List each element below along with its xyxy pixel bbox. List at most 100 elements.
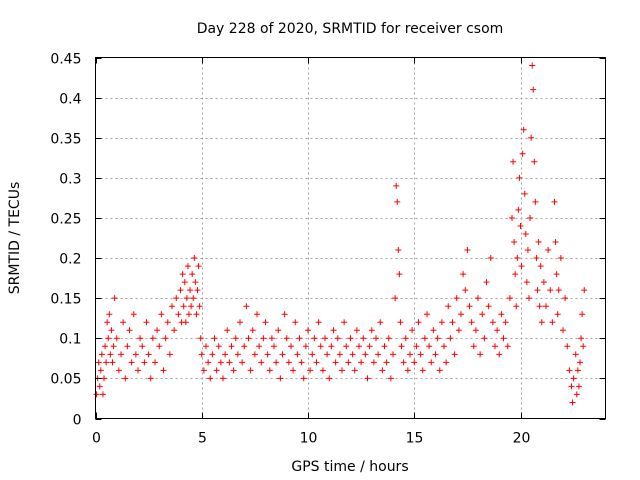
data-point <box>483 279 490 286</box>
data-point <box>264 351 271 358</box>
data-point <box>166 351 173 358</box>
data-point <box>520 126 527 133</box>
data-point <box>516 174 523 181</box>
data-point <box>532 198 539 205</box>
data-point <box>220 375 226 382</box>
data-point <box>196 303 203 310</box>
data-point <box>135 367 141 374</box>
data-point <box>193 311 200 318</box>
data-point <box>107 351 114 358</box>
data-point <box>169 303 175 310</box>
data-point <box>370 359 377 366</box>
data-point <box>101 375 107 382</box>
data-point <box>407 351 413 358</box>
data-point <box>217 359 224 366</box>
data-point <box>554 311 561 318</box>
data-point <box>290 367 297 374</box>
data-point <box>110 343 117 350</box>
data-point <box>519 150 526 157</box>
data-point <box>251 351 258 358</box>
y-tick-label: 0.45 <box>50 52 81 68</box>
data-point <box>154 327 161 334</box>
data-point <box>322 335 328 342</box>
data-point <box>122 375 129 382</box>
data-point <box>470 343 477 350</box>
data-point <box>553 271 560 278</box>
data-point <box>569 399 576 406</box>
data-point <box>200 367 207 374</box>
data-point <box>180 303 187 310</box>
data-point <box>398 343 405 350</box>
x-tick-label: 0 <box>92 431 101 447</box>
data-point <box>281 311 288 318</box>
data-point <box>510 158 517 165</box>
data-point <box>162 335 169 342</box>
data-point <box>277 375 284 382</box>
data-point <box>574 367 581 374</box>
data-point <box>432 351 439 358</box>
data-point <box>537 263 544 270</box>
data-point <box>375 351 382 358</box>
data-point <box>458 311 464 318</box>
data-point <box>534 287 541 294</box>
data-point <box>479 311 486 318</box>
data-point <box>379 367 386 374</box>
data-point <box>249 327 256 334</box>
data-point <box>383 359 390 366</box>
data-point <box>377 319 384 326</box>
data-point <box>106 311 113 318</box>
data-point <box>311 335 318 342</box>
data-point <box>115 367 122 374</box>
data-point <box>324 351 331 358</box>
data-point <box>397 319 404 326</box>
data-point <box>540 279 547 286</box>
data-point <box>198 351 205 358</box>
data-point <box>509 214 515 221</box>
data-point <box>266 367 273 374</box>
chart-title: Day 228 of 2020, SRMTID for receiver cso… <box>197 21 504 37</box>
data-point <box>268 335 275 342</box>
data-point <box>187 287 194 294</box>
data-point <box>197 335 204 342</box>
data-point <box>145 351 152 358</box>
data-point <box>492 343 498 350</box>
y-tick-label: 0.3 <box>59 172 81 188</box>
data-point <box>226 359 233 366</box>
data-point <box>562 295 569 302</box>
data-point <box>247 367 254 374</box>
data-point <box>111 295 118 302</box>
data-point <box>99 391 106 398</box>
data-point <box>451 351 458 358</box>
data-point <box>109 359 116 366</box>
data-point <box>419 367 426 374</box>
plot-frame <box>95 57 606 419</box>
data-point <box>171 327 178 334</box>
data-point <box>292 319 299 326</box>
data-point <box>579 311 586 318</box>
data-point <box>137 335 144 342</box>
data-point <box>460 271 467 278</box>
data-point <box>581 287 588 294</box>
data-point <box>93 391 100 398</box>
data-point <box>489 319 496 326</box>
y-tick-label: 0.05 <box>50 372 81 388</box>
data-point <box>415 319 422 326</box>
data-point <box>531 158 538 165</box>
data-point <box>481 335 488 342</box>
data-point <box>514 255 521 262</box>
data-point <box>487 255 494 262</box>
data-point <box>256 343 263 350</box>
x-tick-label: 20 <box>513 431 531 447</box>
data-point <box>205 359 212 366</box>
data-point <box>472 327 479 334</box>
data-point <box>332 359 339 366</box>
data-point <box>102 343 109 350</box>
y-tick-label: 0.15 <box>50 292 81 308</box>
data-point <box>349 351 356 358</box>
data-point <box>120 319 127 326</box>
data-point <box>254 311 260 318</box>
data-point <box>298 359 305 366</box>
data-point <box>549 319 556 326</box>
x-tick-label: 5 <box>198 431 207 447</box>
